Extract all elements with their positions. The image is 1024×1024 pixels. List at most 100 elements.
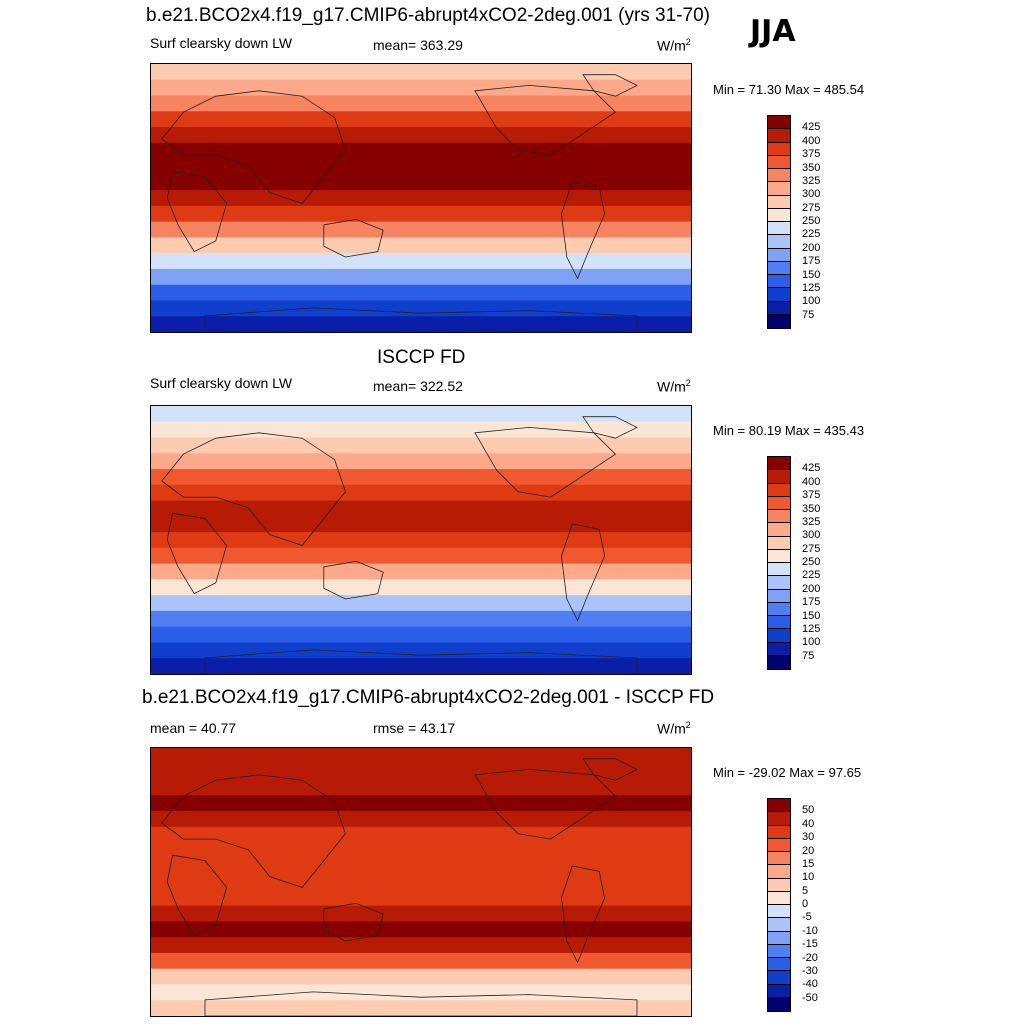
map-contour-band (151, 437, 691, 454)
colorbar-tick-label: 200 (802, 582, 821, 595)
colorbar-tick-label: -40 (802, 978, 818, 991)
map-contour-band (151, 237, 691, 254)
colorbar-swatch (768, 129, 790, 143)
coastline (323, 902, 384, 942)
colorbar-swatch (768, 576, 790, 590)
colorbar-swatch (768, 997, 790, 1011)
map-contour-band (151, 174, 691, 191)
colorbar-swatch (768, 563, 790, 577)
colorbar-swatch (768, 208, 790, 222)
colorbar-swatch (768, 457, 790, 471)
coastline (323, 218, 384, 258)
colorbar-swatch (768, 195, 790, 209)
panel-2-colorbar (767, 456, 791, 670)
colorbar-tick-label: -30 (802, 964, 818, 977)
colorbar-tick-label: 250 (802, 556, 821, 568)
map-contour-band (151, 253, 691, 270)
coastline (582, 416, 638, 439)
colorbar-tick-label: 40 (802, 817, 815, 830)
colorbar-tick-label: 375 (802, 489, 821, 502)
map-contour-band (151, 79, 691, 97)
coastline (560, 181, 606, 280)
colorbar-swatch (768, 865, 790, 879)
panel-2-map-plot (151, 406, 691, 674)
colorbar-swatch (768, 655, 790, 669)
colorbar-tick-label: 125 (802, 281, 821, 294)
map-contour-band (151, 221, 691, 238)
colorbar-swatch (768, 891, 790, 905)
panel-3-colorbar (767, 798, 791, 1012)
map-contour-band (151, 858, 691, 875)
coastline (204, 991, 638, 1016)
map-contour-band (151, 921, 691, 938)
colorbar-tick-label: 425 (802, 462, 821, 475)
colorbar-tick-label: -5 (802, 911, 812, 924)
map-contour-band (151, 842, 691, 859)
map-contour-band (151, 937, 691, 954)
panel-1-map-plot (151, 64, 691, 332)
colorbar-swatch (768, 971, 790, 985)
colorbar-swatch (768, 602, 790, 616)
colorbar-tick-label: -10 (802, 924, 818, 937)
map-contour-band (151, 826, 691, 844)
colorbar-tick-label: 300 (802, 188, 821, 201)
map-contour-band (151, 453, 691, 470)
coastline (582, 758, 638, 781)
colorbar-tick-label: 275 (802, 201, 821, 214)
colorbar-tick-label: -15 (802, 938, 818, 951)
map-contour-band (151, 595, 691, 612)
map-contour-band (151, 142, 691, 160)
map-contour-band (151, 795, 691, 812)
colorbar-swatch (768, 812, 790, 826)
map-contour-band (151, 547, 691, 565)
map-contour-band (151, 516, 691, 533)
colorbar-swatch (768, 155, 790, 169)
coastline (204, 307, 638, 332)
panel-3-mean-label: mean = 40.77 (150, 720, 237, 736)
map-contour-band (151, 64, 691, 81)
colorbar-swatch (768, 470, 790, 484)
colorbar-swatch (768, 116, 790, 130)
panel-2-units: W/m2 (657, 378, 691, 395)
colorbar-swatch (768, 918, 790, 932)
map-contour-band (151, 874, 691, 891)
panel-1-colorbar (767, 115, 791, 329)
colorbar-swatch (768, 288, 790, 302)
colorbar-tick-label: 150 (802, 609, 821, 622)
map-contour-band (151, 968, 691, 985)
colorbar-tick-label: 325 (802, 174, 821, 187)
panel-3-rmse-label: rmse = 43.17 (373, 720, 456, 736)
coastline (582, 74, 638, 97)
colorbar-tick-label: 10 (802, 871, 815, 884)
map-contour-band (151, 158, 691, 175)
colorbar-tick-label: 100 (802, 295, 821, 308)
colorbar-swatch (768, 483, 790, 497)
coastline (166, 854, 228, 937)
colorbar-tick-label: 15 (802, 857, 815, 870)
coastline (166, 512, 228, 595)
coastline (161, 774, 346, 888)
panel-1-variable-label: Surf clearsky down LW (150, 35, 293, 51)
colorbar-swatch (768, 984, 790, 998)
coastline (323, 560, 384, 600)
colorbar-swatch (768, 616, 790, 630)
colorbar-swatch (768, 642, 790, 656)
colorbar-tick-label: 75 (802, 649, 815, 662)
colorbar-swatch (768, 261, 790, 275)
colorbar-swatch (768, 301, 790, 315)
colorbar-swatch (768, 222, 790, 236)
colorbar-swatch (768, 958, 790, 972)
colorbar-tick-label: -50 (802, 991, 818, 1004)
colorbar-swatch (768, 549, 790, 563)
coastline (161, 432, 346, 546)
coastline (474, 84, 617, 156)
colorbar-swatch (768, 589, 790, 603)
colorbar-tick-label: 100 (802, 636, 821, 649)
panel-3-title: b.e21.BCO2x4.f19_g17.CMIP6-abrupt4xCO2-2… (142, 687, 715, 708)
colorbar-tick-label: 175 (802, 255, 821, 268)
colorbar-swatch (768, 523, 790, 537)
panel-1-mean-label: mean= 363.29 (373, 37, 463, 53)
colorbar-tick-label: 0 (802, 898, 809, 910)
colorbar-swatch (768, 799, 790, 813)
colorbar-swatch (768, 169, 790, 183)
